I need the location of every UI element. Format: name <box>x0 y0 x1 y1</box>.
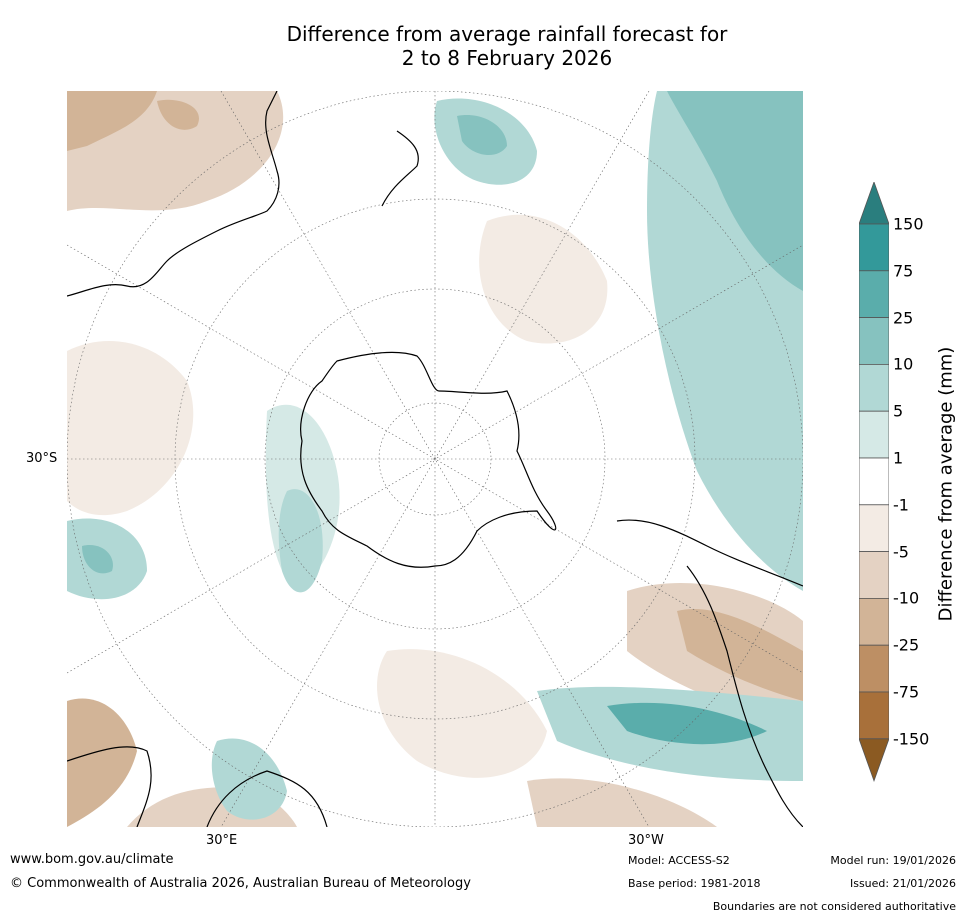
meridian-c <box>67 244 803 674</box>
base-period: Base period: 1981-2018 <box>628 877 761 890</box>
meridian-b <box>220 91 650 827</box>
colorbar-block <box>859 317 889 365</box>
website-link[interactable]: www.bom.gov.au/climate <box>10 852 174 867</box>
dry-region-lower <box>377 649 547 778</box>
colorbar-label: Difference from average (mm) <box>935 346 957 622</box>
copyright-text: © Commonwealth of Australia 2026, Austra… <box>10 876 471 891</box>
colorbar-block <box>859 597 889 646</box>
map-canvas <box>67 91 803 827</box>
colorbar-block <box>859 457 889 506</box>
dry-region-south-africa <box>67 698 137 827</box>
colorbar-tick-label: 25 <box>893 308 914 328</box>
colorbar-block <box>859 363 889 412</box>
model-name: Model: ACCESS-S2 <box>628 854 730 867</box>
new-zealand-coast <box>381 130 419 207</box>
coastlines <box>67 91 803 827</box>
colorbar-extend-top <box>859 182 889 225</box>
rainfall-map <box>67 91 803 827</box>
colorbar-tick-label: -75 <box>893 682 920 702</box>
colorbar-tick-label: -150 <box>893 729 930 749</box>
title-line-1: Difference from average rainfall forecas… <box>286 22 728 46</box>
colorbar-block <box>859 504 889 552</box>
colorbar-tick-label: 150 <box>893 214 924 234</box>
colorbar-tick-label: 5 <box>893 401 904 421</box>
colorbar-block <box>859 691 889 740</box>
longitude-label-30e: 30°E <box>206 833 238 848</box>
latitude-label-30s: 30°S <box>26 451 58 466</box>
meridian-d <box>67 244 803 674</box>
longitude-label-30w: 30°W <box>628 833 664 848</box>
dry-region-south-america <box>677 609 803 701</box>
colorbar-block <box>859 270 889 319</box>
africa-coast <box>67 746 328 827</box>
colorbar-blocks <box>859 182 889 782</box>
colorbar-tick-label: 10 <box>893 354 914 374</box>
chart-title: Difference from average rainfall forecas… <box>0 22 965 70</box>
colorbar-tick-label: -5 <box>893 542 909 562</box>
colorbar-tick-label: -1 <box>893 495 909 515</box>
wet-region-indian-sector <box>278 489 323 593</box>
title-line-2: 2 to 8 February 2026 <box>401 46 613 70</box>
wet-region-southwest-core <box>82 545 113 574</box>
colorbar-extend-bottom <box>859 738 889 782</box>
wet-region-south-atlantic-core <box>607 702 767 745</box>
colorbar-tick-label: 1 <box>893 448 904 468</box>
dry-anomaly-regions <box>67 91 803 827</box>
meridian-a <box>220 91 650 827</box>
model-run-date: Model run: 19/01/2026 <box>830 854 956 867</box>
colorbar-tick-label: 75 <box>893 261 914 281</box>
antarctica-coast <box>300 351 557 568</box>
dry-region-pacific <box>479 214 608 344</box>
colorbar-block <box>859 644 889 693</box>
colorbar-block <box>859 551 889 599</box>
boundaries-disclaimer: Boundaries are not considered authoritat… <box>712 900 956 913</box>
latitude-circle-60s <box>264 288 606 630</box>
south-america-coast <box>616 519 803 827</box>
colorbar-tick-label: -10 <box>893 588 920 608</box>
issued-date: Issued: 21/01/2026 <box>849 877 956 890</box>
colorbar <box>859 182 889 782</box>
dry-region-lower-right <box>527 778 717 827</box>
wet-region-east-pacific-core <box>667 91 803 291</box>
australia-coast <box>67 91 280 297</box>
dry-region-indian-ocean <box>67 341 194 516</box>
colorbar-block <box>859 410 889 459</box>
colorbar-tick-label: -25 <box>893 635 920 655</box>
graticule <box>67 91 803 827</box>
wet-anomaly-regions <box>67 91 803 820</box>
dry-region-australia-core <box>67 91 199 151</box>
wet-region-nz-core <box>457 115 507 156</box>
colorbar-block <box>859 223 889 272</box>
